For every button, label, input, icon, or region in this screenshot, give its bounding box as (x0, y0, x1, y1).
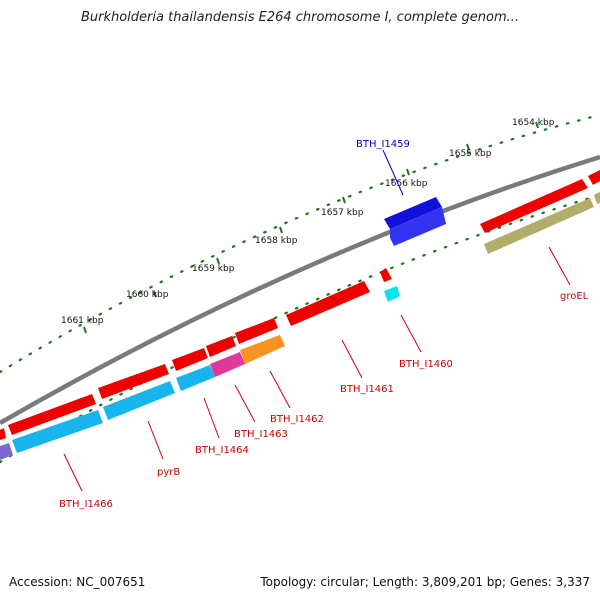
gene-red-c[interactable] (172, 348, 208, 371)
gene-bth-i1461[interactable] (286, 281, 370, 326)
gene-bth-i1459[interactable] (384, 197, 442, 229)
tick-label-1657: 1657 kbp (321, 208, 364, 218)
genome-summary-text: Topology: circular; Length: 3,809,201 bp… (260, 575, 590, 589)
label-pyrb[interactable]: pyrB (157, 467, 180, 478)
map-title: Burkholderia thailandensis E264 chromoso… (80, 10, 520, 25)
tick-label-1660: 1660 kbp (126, 290, 169, 300)
gene-red-d[interactable] (98, 364, 169, 399)
reverse-strand-genes (0, 335, 285, 460)
accession-text: Accession: NC_007651 (9, 575, 146, 589)
forward-strand-genes (0, 170, 600, 440)
major-ticks (83, 121, 539, 334)
gene-bth-i1464[interactable] (176, 365, 215, 391)
gene-upper-right-1[interactable] (480, 179, 588, 233)
gene-purple-edge[interactable] (0, 443, 13, 460)
label-bth-i1460[interactable]: BTH_I1460 (399, 359, 453, 370)
tick-label-1655: 1655 kbp (449, 149, 492, 159)
tick-label-1656: 1656 kbp (385, 179, 428, 189)
label-bth-i1466[interactable]: BTH_I1466 (59, 499, 113, 510)
tick-label-1661: 1661 kbp (61, 316, 104, 326)
gene-upper-right-2[interactable] (588, 170, 600, 185)
gene-bth-i1460[interactable] (384, 286, 400, 302)
gene-red-e[interactable] (8, 394, 96, 435)
label-bth-i1463[interactable]: BTH_I1463 (234, 429, 288, 440)
gene-red-b[interactable] (206, 336, 236, 357)
gene-labels: BTH_I1459 groEL BTH_I1460 BTH_I1461 BTH_… (59, 139, 589, 510)
gene-leader-lines (63, 149, 571, 492)
gene-red-a[interactable] (235, 318, 278, 344)
gene-bth-i1460-top[interactable] (380, 268, 392, 282)
gene-pyrb[interactable] (103, 381, 175, 420)
label-bth-i1462[interactable]: BTH_I1462 (270, 414, 324, 425)
label-groel[interactable]: groEL (560, 291, 589, 302)
tick-label-1654: 1654 kbp (512, 118, 555, 128)
gene-bth-i1462[interactable] (240, 335, 285, 364)
chromosome-backbone (0, 154, 600, 425)
scale-labels: 1654 kbp 1655 kbp 1656 kbp 1657 kbp 1658… (61, 118, 555, 326)
gene-bth-i1463[interactable] (210, 352, 245, 377)
label-bth-i1464[interactable]: BTH_I1464 (195, 445, 249, 456)
gene-red-f[interactable] (0, 428, 6, 440)
label-bth-i1459[interactable]: BTH_I1459 (356, 139, 410, 150)
gene-bth-i1459-shadow (390, 207, 446, 246)
label-bth-i1461[interactable]: BTH_I1461 (340, 384, 394, 395)
gene-groel-edge[interactable] (594, 192, 600, 204)
gene-groel[interactable] (484, 198, 594, 254)
gene-bth-i1466[interactable] (12, 410, 103, 453)
tick-label-1658: 1658 kbp (255, 236, 298, 246)
tick-label-1659: 1659 kbp (192, 264, 235, 274)
